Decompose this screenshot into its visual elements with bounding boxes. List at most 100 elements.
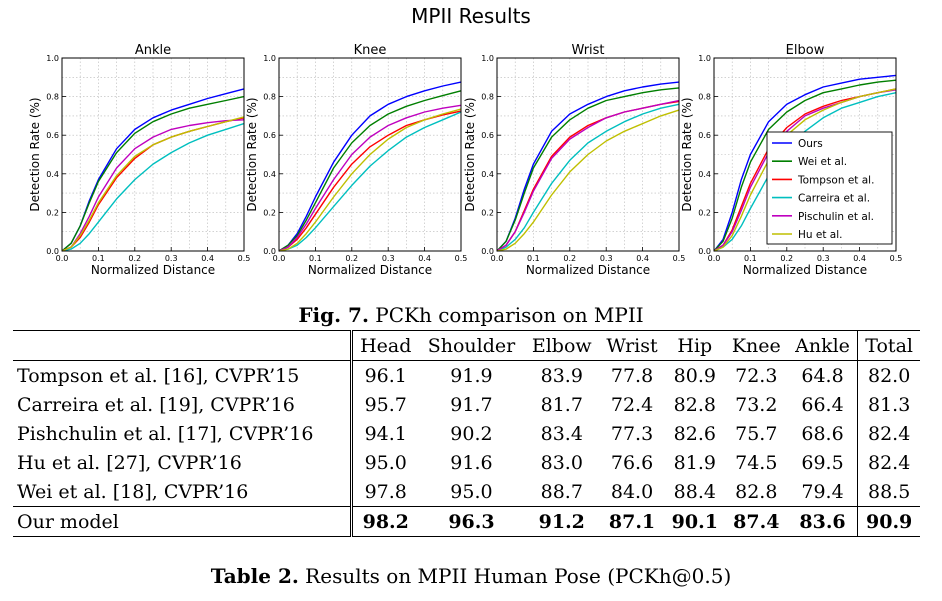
value-cell: 75.7: [735, 422, 778, 445]
value-cell: 95.0: [450, 480, 493, 503]
value-cell: 83.9: [540, 364, 583, 387]
value-cell: 68.6: [801, 422, 844, 445]
value-cell: 74.5: [735, 451, 778, 474]
series-line-pischulin-et-al: [278, 104, 462, 252]
value-cell: 76.6: [610, 451, 654, 474]
y-tick-label: 1.0: [46, 54, 59, 63]
table-row: Wei et al. [18], CVPR’16 97.8 95.0 88.7 …: [13, 477, 920, 507]
method-cell: Hu et al. [27], CVPR’16: [13, 448, 353, 477]
series-line-wei-et-al: [61, 95, 245, 252]
x-tick-label: 0.1: [92, 254, 105, 263]
x-tick-label: 0.2: [780, 254, 793, 263]
chart-title: Elbow: [786, 43, 825, 58]
series-line-hu-et-al: [278, 108, 462, 252]
chart-legend: Ours Wei et al. Tompson et al. Carreira et …: [766, 131, 893, 245]
chart-panel-wrist: 0.0 0.1 0.2 0.3 0.4 0.5 0.0 0.2 0.4 0.6 0.8 1.0 Wris…: [463, 43, 685, 277]
legend-box: [766, 131, 893, 245]
value-cell: 95.7: [364, 393, 407, 416]
value-cell: 72.3: [735, 364, 778, 387]
col-ankle: Ankle: [787, 330, 858, 361]
total-cell: 82.4: [857, 419, 920, 448]
y-axis-label: Detection Rate (%): [28, 97, 42, 211]
value-cell: 87.4: [724, 506, 788, 537]
method-cell: Tompson et al. [16], CVPR’15: [13, 360, 353, 390]
y-tick-label: 0.0: [46, 247, 59, 256]
value-cell: 72.4: [610, 393, 654, 416]
x-axis-label: Normalized Distance: [743, 263, 867, 277]
y-tick-label: 0.2: [46, 208, 59, 217]
x-tick-label: 0.3: [817, 254, 830, 263]
y-tick-label: 0.2: [481, 208, 494, 217]
table-row: Pishchulin et al. [17], CVPR’16 94.1 90.…: [13, 419, 920, 448]
x-tick-label: 0.3: [165, 254, 178, 263]
value-cell: 90.1: [664, 506, 725, 537]
x-tick-label: 0.1: [527, 254, 540, 263]
legend-entry: Pischulin et al.: [798, 211, 874, 223]
chart-panel-knee: 0.0 0.1 0.2 0.3 0.4 0.5 0.0 0.2 0.4 0.6 0.8 1.0 Knee…: [245, 43, 467, 277]
value-cell: 73.2: [735, 393, 778, 416]
col-wrist: Wrist: [599, 330, 665, 361]
series-line-pischulin-et-al: [496, 99, 680, 252]
table-caption-text: Results on MPII Human Pose (PCKh@0.5): [298, 564, 732, 588]
method-cell: Our model: [13, 506, 353, 537]
value-cell: 88.4: [673, 480, 716, 503]
value-cell: 82.8: [735, 480, 778, 503]
y-tick-label: 0.8: [698, 93, 711, 102]
y-tick-label: 1.0: [263, 54, 276, 63]
value-cell: 94.1: [364, 422, 407, 445]
table-row: Hu et al. [27], CVPR’16 95.0 91.6 83.0 7…: [13, 448, 920, 477]
y-tick-label: 0.6: [698, 131, 711, 140]
value-cell: 69.5: [801, 451, 844, 474]
x-tick-label: 0.2: [128, 254, 141, 263]
value-cell: 83.0: [540, 451, 583, 474]
x-tick-label: 0.4: [853, 254, 866, 263]
y-tick-label: 0.6: [481, 131, 494, 140]
x-tick-label: 0.2: [345, 254, 358, 263]
x-tick-label: 0.1: [309, 254, 322, 263]
series-line-carreira-et-al: [278, 111, 462, 252]
series-line-carreira-et-al: [61, 122, 245, 252]
x-tick-label: 0.0: [708, 254, 721, 263]
x-tick-label: 0.2: [563, 254, 576, 263]
x-tick-label: 0.4: [201, 254, 214, 263]
table-caption-label: Table 2.: [210, 564, 299, 588]
value-cell: 84.0: [610, 480, 654, 503]
value-cell: 91.7: [450, 393, 493, 416]
legend-entry: Wei et al.: [798, 156, 847, 168]
y-tick-label: 0.8: [263, 93, 276, 102]
value-cell: 91.6: [450, 451, 493, 474]
x-tick-label: 0.0: [56, 254, 69, 263]
method-cell: Pishchulin et al. [17], CVPR’16: [13, 419, 353, 448]
x-tick-label: 0.4: [418, 254, 431, 263]
col-shoulder: Shoulder: [418, 330, 525, 361]
value-cell: 82.6: [673, 422, 716, 445]
legend-entry: Ours: [798, 138, 823, 150]
chart-title: Knee: [354, 43, 387, 58]
x-tick-label: 0.4: [636, 254, 649, 263]
y-tick-label: 0.4: [46, 170, 59, 179]
value-cell: 87.1: [599, 506, 665, 537]
series-line-wei-et-al: [496, 87, 680, 252]
value-cell: 64.8: [801, 364, 844, 387]
value-cell: 77.3: [610, 422, 654, 445]
col-head: Head: [351, 330, 419, 361]
y-axis-label: Detection Rate (%): [680, 97, 694, 211]
x-axis-label: Normalized Distance: [308, 263, 432, 277]
series-line-ours: [278, 81, 462, 252]
col-knee: Knee: [724, 330, 788, 361]
total-cell: 90.9: [857, 506, 920, 537]
value-cell: 97.8: [364, 480, 407, 503]
series-line-hu-et-al: [61, 116, 245, 252]
series-line-pischulin-et-al: [61, 119, 245, 252]
value-cell: 81.9: [673, 451, 716, 474]
series-line-carreira-et-al: [496, 103, 680, 252]
value-cell: 83.6: [787, 506, 858, 537]
value-cell: 66.4: [801, 393, 844, 416]
x-axis-label: Normalized Distance: [91, 263, 215, 277]
table-caption: Table 2. Results on MPII Human Pose (PCK…: [0, 564, 942, 588]
chart-title: Wrist: [571, 43, 604, 58]
plot-frame: [278, 57, 462, 252]
total-cell: 81.3: [857, 390, 920, 419]
col-total: Total: [857, 330, 920, 361]
x-tick-label: 0.5: [455, 254, 468, 263]
